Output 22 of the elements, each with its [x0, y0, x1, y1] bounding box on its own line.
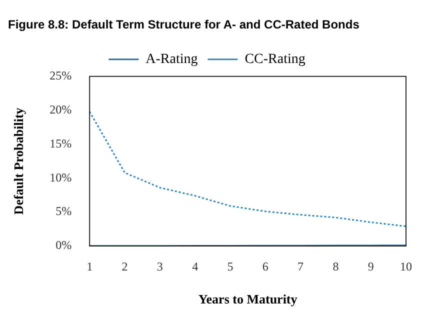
chart-title: Figure 8.8: Default Term Structure for A- and CC-Rated Bonds: [8, 18, 360, 32]
x-tick-label: 7: [298, 259, 304, 274]
x-tick-label: 10: [400, 259, 412, 274]
legend-label: CC-Rating: [244, 52, 306, 68]
y-tick-label: 20%: [50, 102, 72, 116]
x-tick-label: 5: [227, 259, 234, 274]
x-tick-label: 6: [262, 259, 268, 274]
y-tick-label: 5%: [56, 204, 72, 218]
y-tick-label: 10%: [50, 170, 72, 184]
x-tick-label: 4: [192, 259, 198, 274]
y-tick-label: 0%: [56, 238, 72, 252]
x-tick-label: 8: [332, 259, 339, 274]
y-tick-label: 25%: [50, 68, 72, 83]
x-tick-label: 1: [86, 259, 93, 274]
x-tick-label: 3: [156, 259, 163, 274]
line-series: [88, 110, 407, 228]
y-axis-title: Default Probability: [11, 107, 26, 215]
legend-label: A-Rating: [146, 52, 198, 68]
x-tick-label: 2: [122, 259, 128, 274]
x-axis-title: Years to Maturity: [198, 292, 298, 307]
x-tick-label: 9: [368, 259, 374, 274]
y-tick-label: 15%: [50, 136, 72, 150]
